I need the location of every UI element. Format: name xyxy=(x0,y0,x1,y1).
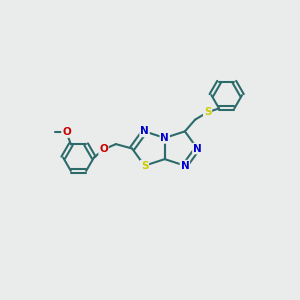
Text: N: N xyxy=(181,161,189,171)
Text: S: S xyxy=(141,161,148,171)
Text: O: O xyxy=(62,127,71,137)
Text: O: O xyxy=(99,144,108,154)
Text: N: N xyxy=(140,126,149,136)
Text: N: N xyxy=(160,133,169,143)
Text: N: N xyxy=(193,143,202,154)
Text: S: S xyxy=(204,107,211,117)
